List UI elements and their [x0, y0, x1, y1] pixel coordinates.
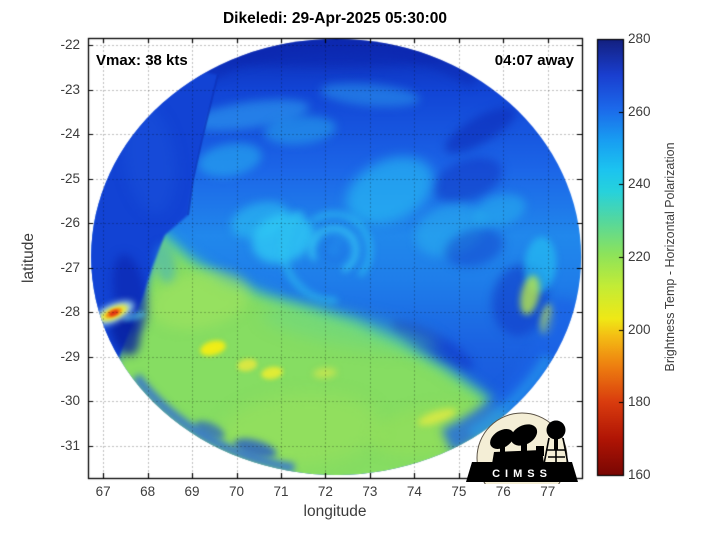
y-tick-label: -31	[60, 437, 80, 453]
colorbar-tick-label: 180	[628, 394, 651, 410]
x-tick-label: 67	[95, 484, 111, 499]
y-axis-label: latitude	[20, 233, 37, 283]
y-tick-label: -30	[60, 393, 80, 409]
y-tick-label: -29	[60, 348, 80, 364]
x-tick-label: 76	[495, 484, 511, 499]
x-tick-label: 68	[140, 484, 156, 499]
x-tick-label: 73	[362, 484, 378, 499]
page-title: Dikeledi: 29-Apr-2025 05:30:00	[222, 10, 447, 27]
x-tick-label: 72	[317, 484, 333, 499]
logo-banner	[466, 462, 578, 482]
y-tick-label: -24	[60, 126, 80, 142]
colorbar-tick-label: 260	[628, 103, 651, 119]
satellite-dish-icon	[490, 424, 544, 464]
y-tick-label: -26	[60, 215, 80, 231]
y-tick-label: -28	[60, 304, 80, 320]
colorbar-tick-label: 200	[628, 321, 651, 337]
x-tick-label: 69	[184, 484, 200, 499]
y-tick-label: -22	[60, 37, 80, 53]
vmax-annotation: Vmax: 38 kts	[96, 52, 188, 69]
cimss-logo: CIMSS	[466, 412, 578, 484]
y-tick-label: -23	[60, 81, 80, 97]
colorbar-tick-label: 280	[628, 31, 651, 46]
x-tick-label: 71	[273, 484, 289, 499]
x-axis-label: longitude	[303, 503, 367, 520]
logo-text: CIMSS	[492, 468, 552, 480]
x-tick-label: 77	[540, 484, 556, 499]
colorbar-tick-label: 240	[628, 176, 651, 192]
x-tick-label: 74	[406, 484, 422, 499]
x-tick-label: 70	[228, 484, 245, 499]
colorbar-tick-label: 160	[628, 467, 651, 482]
eta-annotation: 04:07 away	[494, 52, 574, 69]
colorbar-tick-label: 220	[628, 249, 651, 264]
x-tick-label: 75	[451, 484, 467, 499]
y-tick-label: -27	[60, 259, 80, 275]
water-tower-icon	[543, 420, 569, 465]
y-tick-label: -25	[60, 170, 80, 186]
